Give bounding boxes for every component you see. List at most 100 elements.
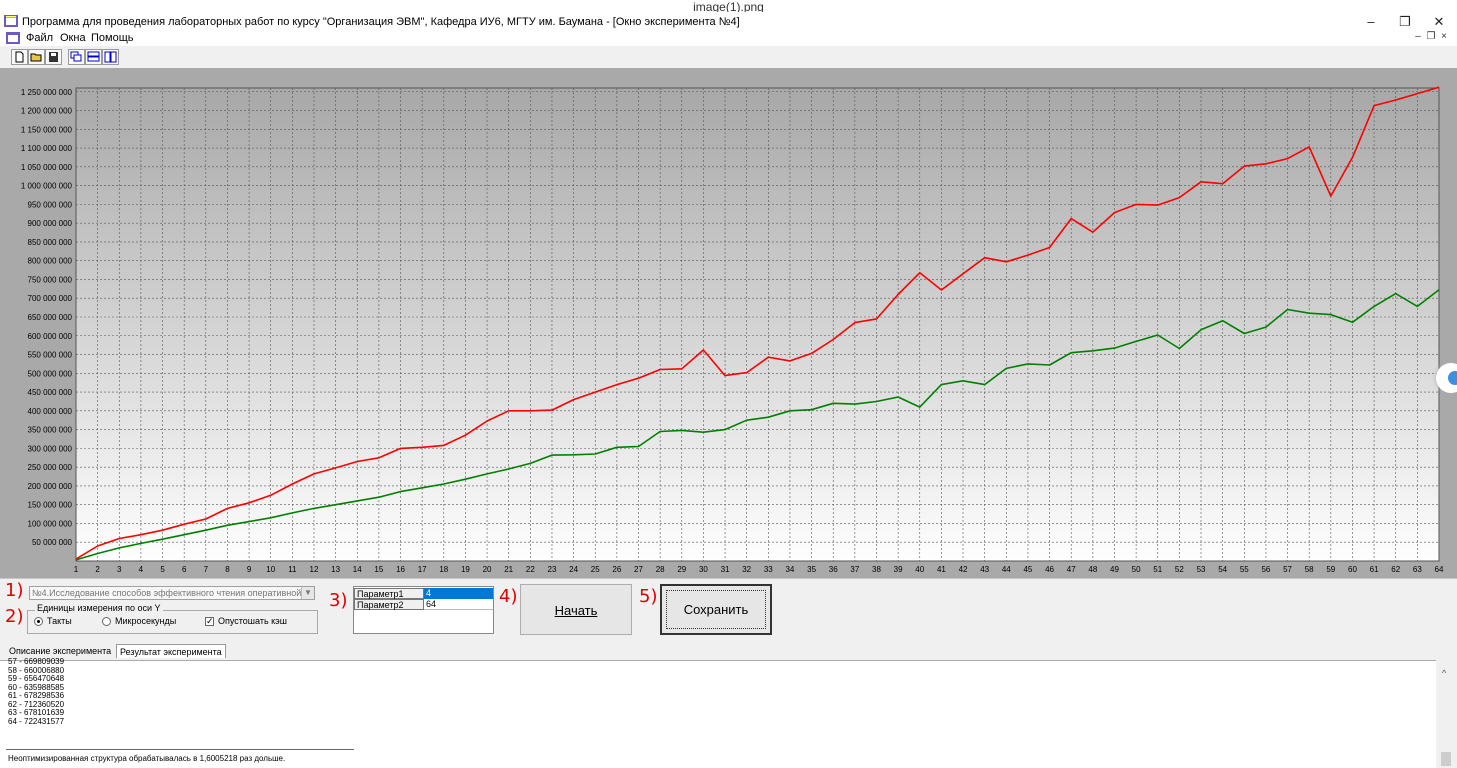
tile-horizontal-icon[interactable] [85,49,102,65]
y-tick-label: 1 000 000 000 [21,182,73,191]
x-tick-label: 20 [483,565,492,574]
annotation-1: 1) [5,580,24,601]
y-tick-label: 200 000 000 [28,482,73,491]
param2-value[interactable]: 64 [424,599,493,610]
chevron-down-icon[interactable]: ▼ [301,587,314,599]
y-tick-label: 1 250 000 000 [21,88,73,97]
mdi-child-icon[interactable] [6,32,20,44]
x-tick-label: 60 [1348,565,1357,574]
mdi-restore-button[interactable]: ❐ [1426,31,1436,42]
results-text-area[interactable]: 57 - 669809039 58 - 660006880 59 - 65647… [0,657,1436,768]
x-tick-label: 62 [1391,565,1400,574]
x-tick-label: 40 [915,565,924,574]
x-tick-label: 44 [1002,565,1011,574]
x-tick-label: 4 [139,565,144,574]
y-tick-label: 650 000 000 [28,313,73,322]
y-tick-label: 750 000 000 [28,275,73,284]
x-tick-label: 56 [1261,565,1270,574]
series-line-1 [75,289,1440,561]
x-tick-label: 31 [721,565,730,574]
x-tick-label: 27 [634,565,643,574]
cascade-icon[interactable] [68,49,85,65]
x-tick-label: 55 [1240,565,1249,574]
experiment-select[interactable]: №4.Исследование способов эффективного чт… [29,586,315,600]
menu-help[interactable]: Помощь [91,32,134,44]
parameters-grid[interactable]: Параметр1 4 Параметр2 64 [353,586,494,634]
tab-description[interactable]: Описание эксперимента [9,646,112,656]
save-icon[interactable] [45,49,62,65]
tab-results[interactable]: Результат эксперимента [116,644,226,658]
x-tick-label: 14 [353,565,362,574]
open-icon[interactable] [28,49,45,65]
y-tick-label: 500 000 000 [28,369,73,378]
x-tick-label: 17 [418,565,427,574]
menu-windows[interactable]: Окна [60,32,86,44]
units-groupbox [27,610,318,634]
results-summary: Неоптимизированная структура обрабатывал… [8,754,286,763]
y-tick-label: 150 000 000 [28,501,73,510]
annotation-3: 3) [329,590,348,611]
y-tick-label: 550 000 000 [28,351,73,360]
save-button[interactable]: Сохранить [660,584,772,635]
start-button[interactable]: Начать [520,584,632,635]
y-tick-label: 1 100 000 000 [21,144,73,153]
restore-button[interactable]: ❐ [1399,14,1411,29]
x-tick-label: 11 [288,565,297,574]
window-title: Программа для проведения лабораторных ра… [22,16,740,28]
x-tick-label: 30 [699,565,708,574]
y-tick-label: 1 200 000 000 [21,107,73,116]
x-tick-label: 42 [959,565,968,574]
save-button-label: Сохранить [683,602,749,617]
checkbox-flush-cache-label: Опустошать кэш [218,616,287,626]
x-tick-label: 24 [569,565,578,574]
scroll-thumb[interactable] [1441,752,1451,766]
x-tick-label: 16 [396,565,405,574]
mdi-close-button[interactable]: × [1441,31,1447,42]
radio-ticks[interactable] [34,617,43,626]
side-widget-button[interactable] [1436,363,1457,393]
x-tick-label: 7 [204,565,209,574]
x-tick-label: 36 [829,565,838,574]
y-tick-label: 50 000 000 [32,538,73,547]
new-icon[interactable] [11,49,28,65]
radio-ticks-label: Такты [47,616,72,626]
annotation-2: 2) [5,606,24,627]
checkbox-flush-cache[interactable]: ✓ [205,616,214,626]
close-button[interactable]: ✕ [1433,14,1445,29]
tile-vertical-icon[interactable] [102,49,119,65]
y-tick-label: 800 000 000 [28,257,73,266]
x-tick-label: 25 [591,565,600,574]
x-tick-label: 10 [266,565,275,574]
x-tick-label: 49 [1110,565,1119,574]
annotation-5: 5) [639,586,658,607]
y-tick-label: 400 000 000 [28,407,73,416]
x-tick-label: 29 [677,565,686,574]
y-tick-label: 1 050 000 000 [21,163,73,172]
mdi-minimize-button[interactable]: – [1415,31,1421,42]
title-bar [0,12,1457,32]
y-tick-label: 950 000 000 [28,200,73,209]
y-tick-label: 250 000 000 [28,463,73,472]
x-tick-label: 18 [439,565,448,574]
scroll-up-icon[interactable]: ^ [1442,668,1447,678]
x-tick-label: 19 [461,565,470,574]
x-tick-label: 52 [1175,565,1184,574]
x-tick-label: 8 [225,565,230,574]
y-tick-label: 700 000 000 [28,294,73,303]
x-tick-label: 64 [1435,565,1444,574]
vertical-scrollbar[interactable]: ^ [1436,660,1457,768]
x-tick-label: 28 [656,565,665,574]
image-caption: image(1).png [693,0,764,14]
param1-value[interactable]: 4 [424,588,493,599]
x-tick-label: 47 [1067,565,1076,574]
y-tick-label: 1 150 000 000 [21,125,73,134]
experiment-select-value: №4.Исследование способов эффективного чт… [32,588,315,598]
x-tick-label: 50 [1132,565,1141,574]
y-tick-label: 300 000 000 [28,444,73,453]
x-tick-label: 35 [807,565,816,574]
menu-file[interactable]: Файл [26,32,54,44]
radio-microseconds[interactable] [102,617,111,626]
minimize-button[interactable]: – [1367,14,1375,29]
x-tick-label: 38 [872,565,881,574]
x-tick-label: 34 [785,565,794,574]
